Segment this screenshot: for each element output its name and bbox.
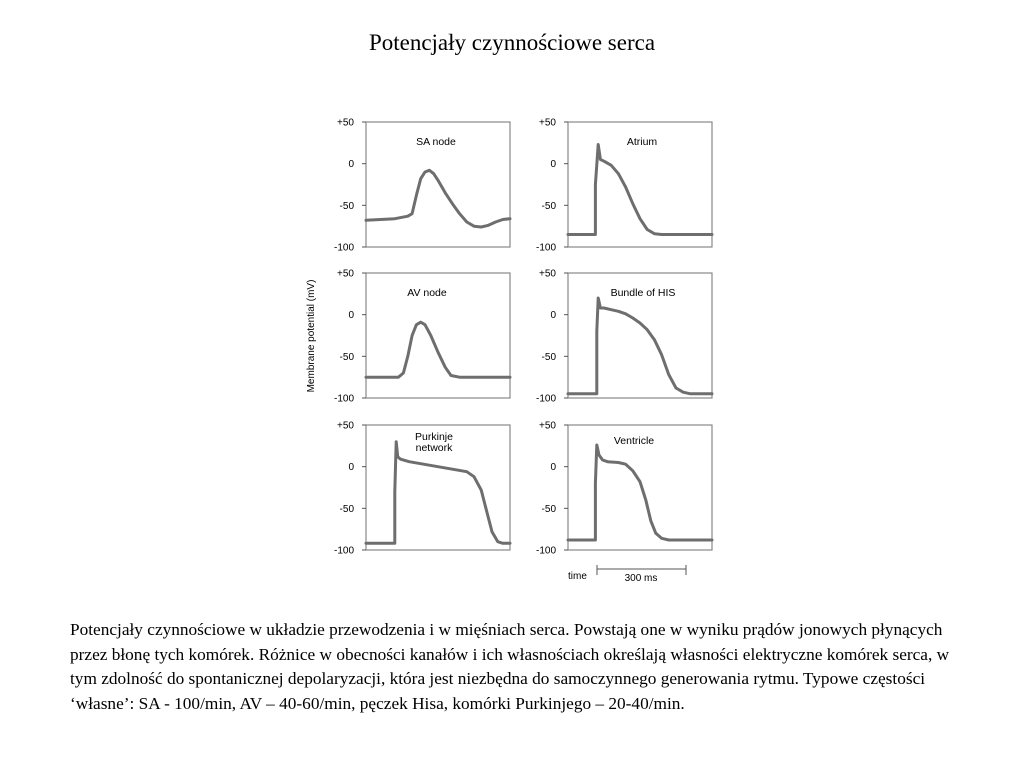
- panel-label: Atrium: [627, 136, 658, 148]
- y-tick-label: 0: [550, 310, 556, 321]
- panel-frame: [567, 424, 713, 551]
- y-tick-label: -50: [340, 201, 355, 212]
- scale-bar: time 300 ms: [568, 565, 687, 584]
- y-tick-label: +50: [337, 421, 354, 432]
- scale-bar-label: 300 ms: [625, 573, 658, 584]
- panel-5: +50 0 -50 -100 Purkinje network: [334, 421, 512, 557]
- action-potential-trace: [364, 440, 512, 545]
- panel-4: +50 0 -50 -100 Bundle of HIS: [536, 269, 714, 405]
- action-potential-trace: [566, 296, 714, 396]
- y-tick-label: 0: [348, 310, 354, 321]
- y-tick-label: +50: [539, 421, 556, 432]
- panel-label: SA node: [416, 136, 456, 148]
- page-title: Potencjały czynnościowe serca: [368, 30, 656, 55]
- panel-3: +50 0 -50 -100 AV node: [334, 269, 512, 405]
- action-potential-trace: [364, 320, 512, 379]
- scale-bar-time-label: time: [568, 571, 587, 582]
- action-potential-trace: [566, 143, 714, 236]
- y-tick-label: 0: [348, 462, 354, 473]
- panel-frame: [567, 272, 713, 399]
- y-tick-label: -100: [536, 394, 556, 405]
- y-tick-label: 0: [550, 159, 556, 170]
- y-axis-label: Membrane potential (mV): [306, 280, 317, 393]
- y-tick-label: -100: [536, 546, 556, 557]
- y-tick-label: +50: [539, 269, 556, 280]
- y-tick-label: -100: [334, 546, 354, 557]
- caption: Potencjały czynnościowe w układzie przew…: [70, 620, 950, 713]
- panel-frame: [365, 272, 511, 399]
- y-tick-label: +50: [337, 118, 354, 129]
- action-potential-trace: [364, 168, 512, 229]
- y-tick-label: -50: [542, 504, 557, 515]
- panel-label: Ventricle: [614, 435, 654, 447]
- y-tick-label: +50: [337, 269, 354, 280]
- panel-frame: [567, 121, 713, 248]
- panel-frame: [365, 121, 511, 248]
- panel-frame: [365, 424, 511, 551]
- panel-label: AV node: [407, 287, 447, 299]
- action-potential-trace: [566, 443, 714, 542]
- y-tick-label: 0: [550, 462, 556, 473]
- y-tick-label: +50: [539, 118, 556, 129]
- y-tick-label: 0: [348, 159, 354, 170]
- y-tick-label: -50: [340, 352, 355, 363]
- panel-label: Purkinje network: [415, 431, 453, 454]
- y-tick-label: -50: [542, 352, 557, 363]
- panel-2: +50 0 -50 -100 Atrium: [536, 118, 714, 254]
- y-tick-label: -50: [340, 504, 355, 515]
- y-tick-label: -100: [334, 394, 354, 405]
- y-tick-label: -100: [536, 243, 556, 254]
- action-potential-figure: +50 0 -50 -100 SA node +50 0 -50 -100 Atrium +50 0 -…: [306, 118, 714, 584]
- panel-6: +50 0 -50 -100 Ventricle: [536, 421, 714, 557]
- y-tick-label: -100: [334, 243, 354, 254]
- y-tick-label: -50: [542, 201, 557, 212]
- panel-1: +50 0 -50 -100 SA node: [334, 118, 512, 254]
- panel-label: Bundle of HIS: [611, 287, 676, 299]
